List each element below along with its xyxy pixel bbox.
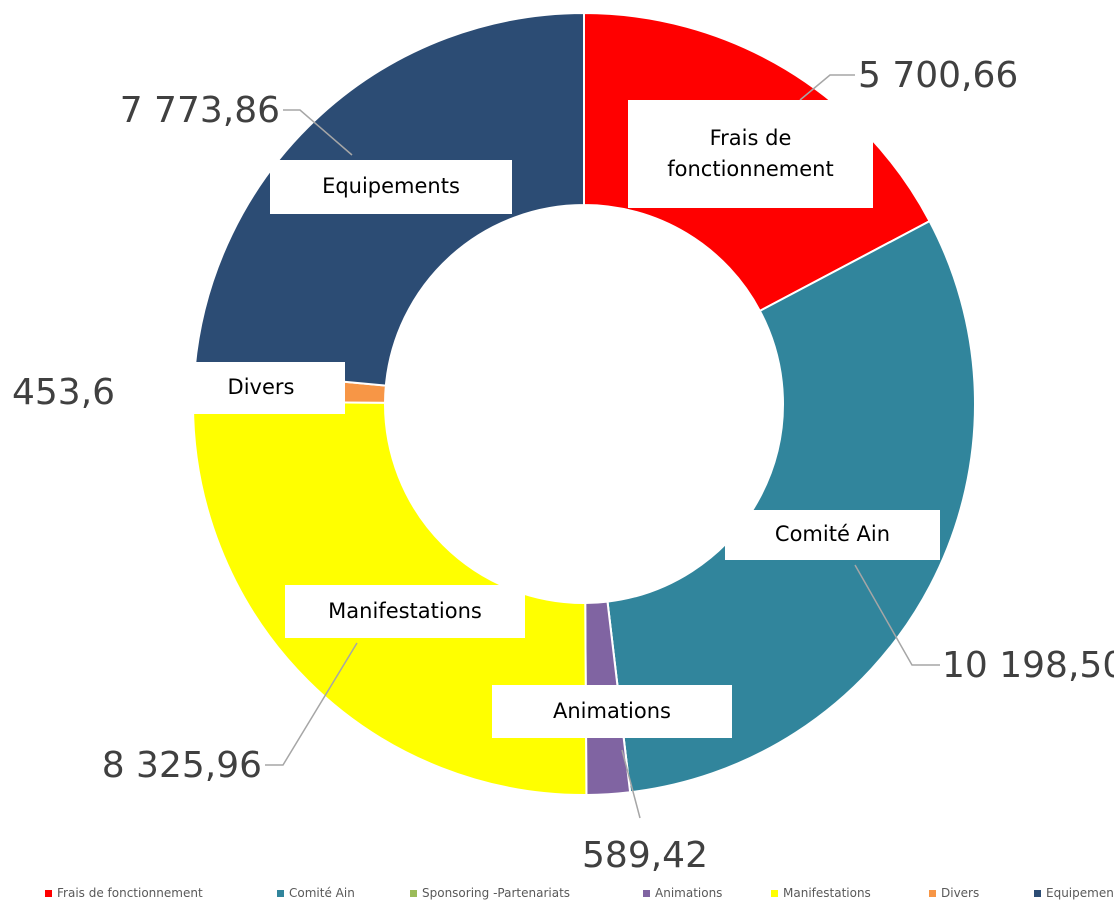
category-label: Divers [177, 362, 345, 414]
legend-label: Manifestations [783, 886, 871, 900]
value-label: 8 325,96 [101, 745, 262, 786]
value-label: 10 198,50 [942, 645, 1114, 686]
legend-label: Equipements [1046, 886, 1114, 900]
legend-label: Sponsoring -Partenariats [422, 886, 571, 900]
legend-item: Manifestations [771, 886, 871, 900]
value-label: 7 773,86 [119, 90, 280, 131]
category-label: Manifestations [285, 585, 525, 638]
value-label: 5 700,66 [858, 55, 1019, 96]
leader-line [621, 749, 641, 819]
legend-swatch [643, 889, 650, 897]
legend-swatch [1034, 889, 1041, 897]
category-label: Frais de fonctionnement [628, 100, 873, 208]
value-label: 453,6 [12, 372, 116, 413]
legend-swatch [410, 889, 417, 897]
value-label: 589,42 [582, 835, 708, 876]
legend-item: Sponsoring -Partenariats [410, 886, 570, 900]
legend-label: Animations [655, 886, 723, 900]
legend-swatch [929, 889, 936, 897]
legend-item: Equipements [1034, 886, 1114, 900]
legend-label: Comité Ain [289, 886, 355, 900]
legend: Frais de fonctionnement Comité Ain Sponsor… [0, 884, 1114, 904]
leader-line [265, 642, 358, 766]
leader-line [283, 109, 353, 156]
category-label: Comité Ain [725, 510, 940, 560]
legend-item: Animations [643, 886, 722, 900]
legend-swatch [45, 889, 52, 897]
category-label: Equipements [270, 160, 512, 214]
legend-item: Comité Ain [277, 886, 355, 900]
leader-line [799, 74, 855, 101]
legend-item: Frais de fonctionnement [45, 886, 203, 900]
leader-line [854, 564, 940, 666]
slice [606, 219, 976, 794]
legend-label: Frais de fonctionnement [57, 886, 203, 900]
legend-label: Divers [941, 886, 980, 900]
legend-swatch [771, 889, 778, 897]
category-label: Animations [492, 685, 732, 738]
legend-item: Divers [929, 886, 979, 900]
legend-swatch [277, 889, 284, 897]
